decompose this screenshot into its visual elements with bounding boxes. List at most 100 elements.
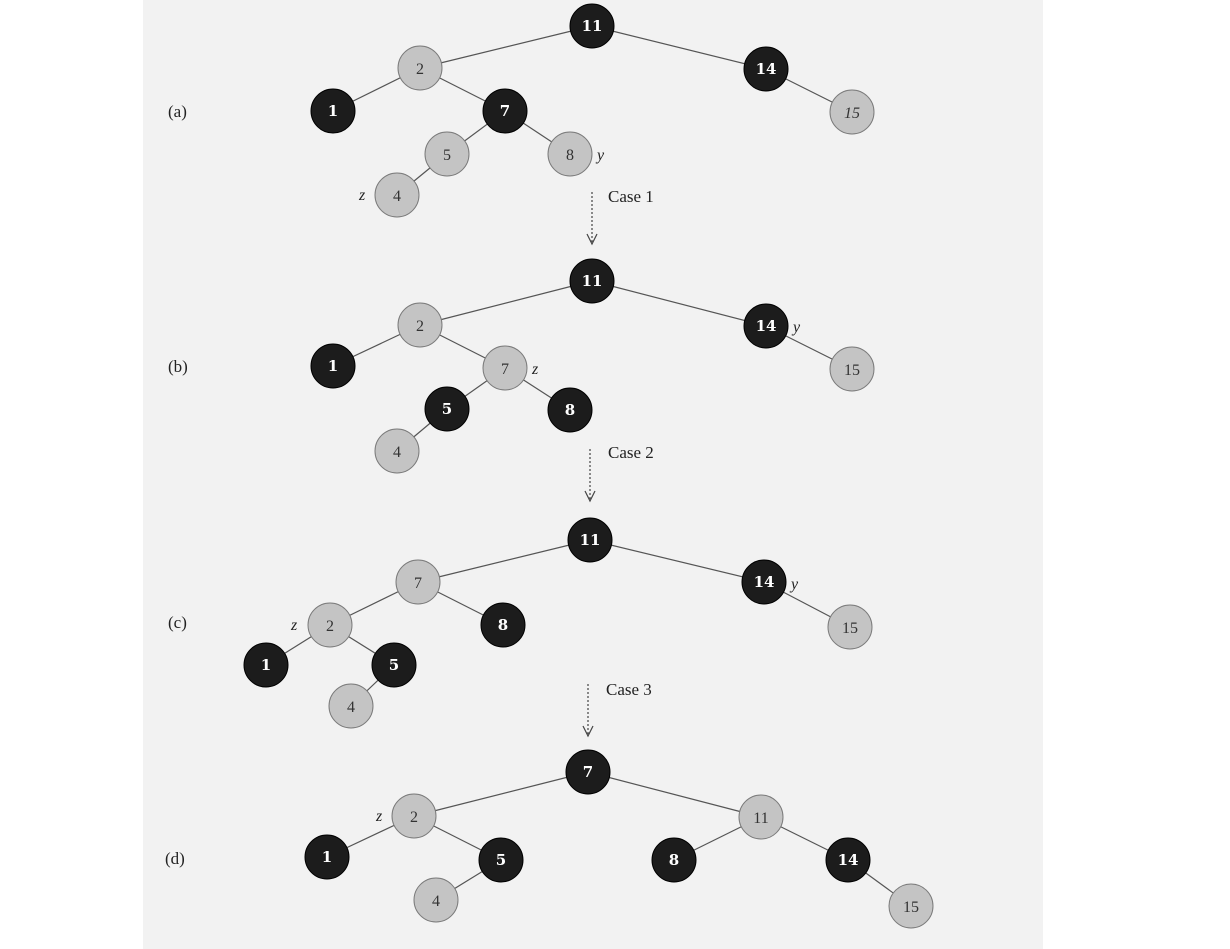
node-key: 7: [414, 575, 422, 592]
node-key: 1: [328, 102, 338, 120]
pointer-label-z: z: [290, 617, 298, 634]
pointer-label-y: y: [791, 319, 801, 336]
pointer-label-y: y: [595, 147, 605, 164]
node-key: 5: [442, 400, 452, 418]
node-key: 1: [322, 848, 332, 866]
tree-node: 11: [569, 258, 615, 304]
edge: [591, 25, 767, 70]
node-key: 14: [756, 60, 777, 78]
node-key: 5: [389, 656, 399, 674]
node-key: 1: [261, 656, 271, 674]
pointer-label-z: z: [358, 187, 366, 204]
node-key: 11: [582, 272, 603, 290]
node-key: 4: [347, 699, 355, 716]
panel-d: (d) 7 2 11 1 5 8: [165, 749, 934, 929]
panel-label-b: (b): [168, 357, 188, 376]
diagram-canvas: (a) 11 2 14 1 7 15: [165, 3, 934, 929]
tree-node: 5: [424, 386, 470, 432]
node-key: 4: [432, 893, 440, 910]
tree-node: 14: [825, 837, 871, 883]
node-key: 1: [328, 357, 338, 375]
edge: [591, 280, 767, 327]
case-label: Case 2: [608, 443, 654, 462]
edge: [419, 25, 593, 69]
node-key: 5: [443, 147, 451, 164]
panel-a: (a) 11 2 14 1 7 15: [168, 3, 875, 218]
node-key: 15: [844, 105, 860, 122]
tree-node: 2: [397, 302, 443, 348]
tree-node: 7: [395, 559, 441, 605]
edge: [589, 539, 765, 583]
node-key: 2: [326, 618, 334, 635]
node-key: 8: [669, 851, 679, 869]
node-key: 14: [756, 317, 777, 335]
node-key: 8: [566, 147, 574, 164]
tree-node: 14: [741, 559, 787, 605]
tree-node: 4: [328, 683, 374, 729]
edge: [587, 771, 762, 818]
tree-node: 1: [304, 834, 350, 880]
tree-node: 15: [888, 883, 934, 929]
tree-node: 2: [397, 45, 443, 91]
node-key: 2: [416, 61, 424, 78]
panel-label-a: (a): [168, 102, 187, 121]
node-key: 15: [844, 362, 860, 379]
node-key: 7: [583, 763, 593, 781]
tree-node: 1: [243, 642, 289, 688]
node-key: 5: [496, 851, 506, 869]
edge: [419, 280, 593, 326]
node-key: 8: [565, 401, 575, 419]
node-key: 7: [501, 361, 509, 378]
tree-node: 5: [478, 837, 524, 883]
node-key: 4: [393, 188, 401, 205]
tree-node: 7: [565, 749, 611, 795]
node-key: 15: [842, 620, 858, 637]
node-key: 14: [754, 573, 775, 591]
tree-node: 2: [307, 602, 353, 648]
panel-c: (c) 11 7 14 2 8 15: [168, 517, 873, 729]
tree-node: 15: [827, 604, 873, 650]
transition-case-1: Case 1: [586, 187, 654, 246]
edge: [417, 539, 591, 583]
node-key: 11: [753, 810, 768, 827]
case-label: Case 3: [606, 680, 652, 699]
node-key: 15: [903, 899, 919, 916]
tree-node: 5: [371, 642, 417, 688]
pointer-label-z: z: [531, 361, 539, 378]
tree-node: 1: [310, 88, 356, 134]
tree-node: 11: [569, 3, 615, 49]
tree-node: 8: [547, 387, 593, 433]
tree-node: 11: [738, 794, 784, 840]
tree-node: 14: [743, 303, 789, 349]
pointer-label-z: z: [375, 808, 383, 825]
node-key: 14: [838, 851, 859, 869]
node-key: 11: [580, 531, 601, 549]
panel-label-c: (c): [168, 613, 187, 632]
node-key: 8: [498, 616, 508, 634]
node-key: 2: [410, 809, 418, 826]
tree-node: 8: [651, 837, 697, 883]
red-black-tree-insert-figure: (a) 11 2 14 1 7 15: [143, 0, 1043, 949]
tree-node: 1: [310, 343, 356, 389]
tree-node: 2: [391, 793, 437, 839]
pointer-label-y: y: [789, 576, 799, 593]
tree-node: 8: [480, 602, 526, 648]
panel-label-d: (d): [165, 849, 185, 868]
tree-node: 4: [413, 877, 459, 923]
node-key: 2: [416, 318, 424, 335]
tree-node: 15: [829, 346, 875, 392]
transition-case-2: Case 2: [584, 443, 654, 503]
edge: [413, 771, 589, 817]
case-label: Case 1: [608, 187, 654, 206]
tree-node: 15: [829, 89, 875, 135]
node-key: 11: [582, 17, 603, 35]
node-key: 4: [393, 444, 401, 461]
tree-node: 8: [547, 131, 593, 177]
node-key: 7: [500, 102, 510, 120]
panel-b: (b) 11 2 14 1 7 15: [168, 258, 875, 474]
tree-node: 4: [374, 172, 420, 218]
tree-node: 7: [482, 88, 528, 134]
tree-node: 4: [374, 428, 420, 474]
tree-node: 5: [424, 131, 470, 177]
transition-case-3: Case 3: [582, 680, 652, 738]
